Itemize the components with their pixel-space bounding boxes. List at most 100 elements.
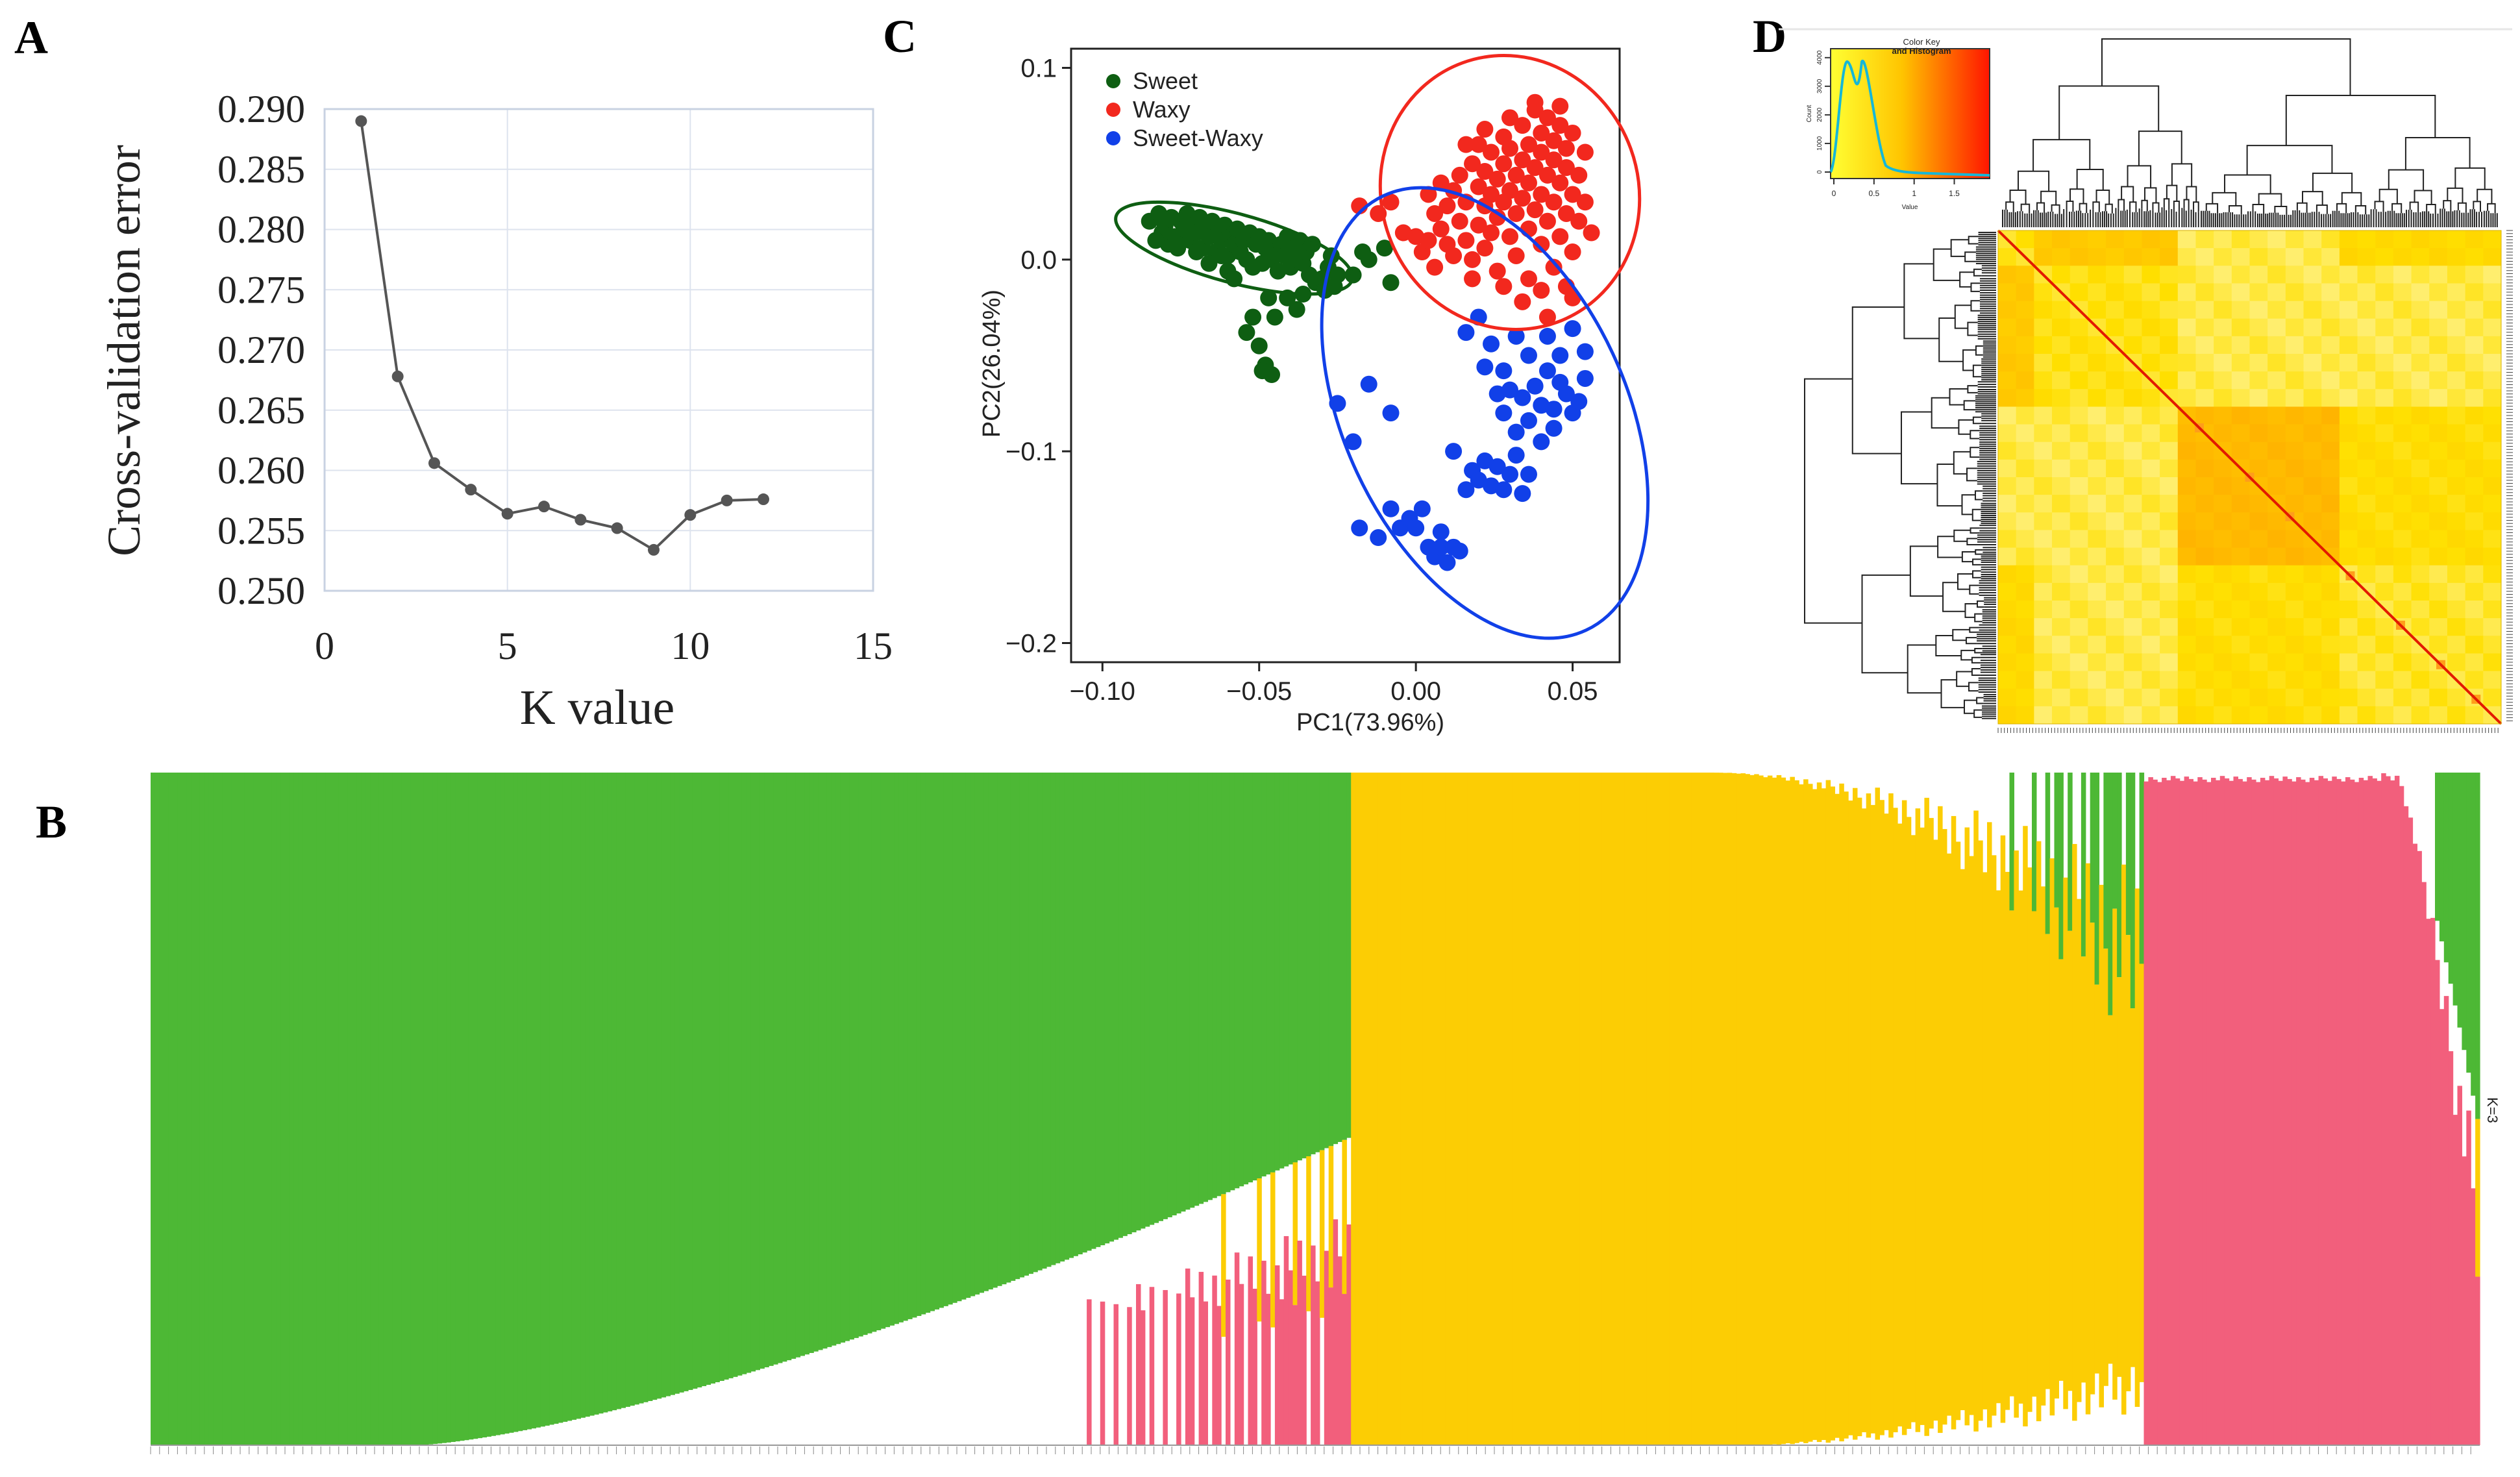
admixture-bar-pink [2408, 817, 2414, 1445]
heatmap-cell [2357, 495, 2376, 513]
admixture-bar-pink [2242, 781, 2247, 1445]
heatmap-cell [2393, 636, 2412, 654]
heatmap-cell [2339, 389, 2358, 407]
heatmap-cell [2106, 530, 2125, 549]
heatmap-cell [2142, 336, 2160, 354]
panel-a-y-tick-label: 0.250 [217, 569, 305, 612]
heatmap-cell [1998, 424, 2017, 443]
admixture-bar-pink [2175, 778, 2180, 1445]
heatmap-cell [2357, 336, 2376, 354]
dendrogram-branch [2391, 203, 2403, 214]
admixture-bar-green [974, 773, 980, 1295]
heatmap-cell [2267, 688, 2286, 707]
heatmap-cell [2339, 406, 2358, 425]
dendrogram-branch [2443, 200, 2452, 212]
heatmap-cell [2069, 389, 2088, 407]
heatmap-cell [2285, 371, 2304, 390]
heatmap-cell [1998, 266, 2017, 284]
heatmap-cell [2393, 336, 2412, 354]
heatmap-cell [2375, 495, 2394, 513]
heatmap-cell [2483, 601, 2502, 619]
admixture-bar-green [934, 773, 939, 1309]
pca-point-waxy [1507, 247, 1525, 264]
admixture-bar-green [750, 773, 756, 1372]
admixture-bar-green [1006, 773, 1011, 1283]
admixture-bar-yellow [1830, 786, 1835, 1441]
heatmap-cell [2321, 618, 2340, 636]
heatmap-cell [2106, 688, 2125, 707]
heatmap-cell [2069, 230, 2088, 249]
heatmap-cell [2052, 477, 2071, 495]
pca-point-waxy [1583, 224, 1600, 242]
panel-a-point [501, 508, 513, 520]
pca-point-waxy [1470, 136, 1487, 153]
color-key-y-tick-label: 4000 [1816, 50, 1823, 65]
heatmap-cell [2088, 459, 2106, 478]
heatmap-cell [2052, 618, 2071, 636]
heatmap-cell [1998, 601, 2017, 619]
admixture-bar-green [912, 773, 917, 1318]
heatmap-cell [2142, 230, 2160, 249]
pca-point-sweet [1213, 247, 1230, 264]
heatmap-cell [2195, 301, 2214, 319]
dendrogram-branch [1960, 649, 1975, 661]
admixture-bar-green [164, 773, 169, 1445]
admixture-bar-green [571, 773, 577, 1420]
heatmap-cell [2123, 406, 2142, 425]
panel-a-point [574, 514, 587, 526]
dendrogram-branch [1963, 400, 1975, 411]
heatmap-cell [2375, 424, 2394, 443]
admixture-bar-green [920, 773, 926, 1315]
admixture-bar-green [1104, 773, 1110, 1244]
heatmap-cell [2231, 495, 2250, 513]
admixture-bar-green [889, 773, 895, 1326]
heatmap-cell [2447, 565, 2466, 584]
heatmap-cell [2088, 424, 2106, 443]
admixture-bar-green [1311, 773, 1316, 1154]
admixture-bar-green [1136, 773, 1141, 1231]
heatmap-cell [2447, 512, 2466, 530]
admixture-bar-yellow [1983, 872, 1988, 1409]
panel-letter-b: B [36, 796, 67, 848]
pca-point-sweet [1354, 243, 1372, 261]
admixture-bar-yellow [1526, 773, 1531, 1445]
heatmap-cell [2214, 582, 2232, 601]
admixture-bar-yellow [1834, 793, 1840, 1438]
heatmap-cell [2106, 283, 2125, 302]
admixture-bar-pink [2426, 919, 2431, 1445]
heatmap-cell [2483, 283, 2502, 302]
heatmap-cell [2195, 477, 2214, 495]
heatmap-cell [2034, 601, 2053, 619]
heatmap-cell [2177, 230, 2196, 249]
admixture-bar-pink [2403, 806, 2409, 1445]
heatmap-cell [2052, 601, 2071, 619]
heatmap-cell [2231, 283, 2250, 302]
heatmap-cell [2088, 671, 2106, 689]
admixture-bar-green [415, 773, 420, 1445]
heatmap-cell [2195, 495, 2214, 513]
heatmap-cell [1998, 565, 2017, 584]
admixture-bar-green [2068, 773, 2073, 931]
heatmap-cell [2160, 653, 2179, 672]
heatmap-cell [2052, 318, 2071, 337]
admixture-bar-green [455, 773, 460, 1442]
panel-c-x-ticks: −0.10 −0.05 0.00 0.05 [1070, 662, 1598, 706]
heatmap-cell [2052, 354, 2071, 372]
admixture-bar-green [549, 773, 554, 1425]
pca-point-waxy [1457, 232, 1475, 249]
admixture-bar-yellow [1879, 800, 1884, 1435]
admixture-bar-yellow [2032, 911, 2037, 1397]
admixture-bar-pink [2251, 779, 2256, 1445]
admixture-bar-yellow [1450, 773, 1455, 1445]
admixture-bar-pink [2148, 777, 2153, 1445]
heatmap-cell [2016, 389, 2034, 407]
dendrogram-branch [2127, 165, 2152, 188]
admixture-bar-pink [2358, 778, 2364, 1445]
heatmap-cell [2285, 477, 2304, 495]
admixture-bar-pink [1311, 1245, 1316, 1445]
heatmap-cell [2303, 266, 2322, 284]
admixture-bar-green [361, 773, 366, 1445]
pca-point-sweet-waxy [1382, 500, 1400, 517]
heatmap-cell [2034, 441, 2053, 460]
pca-point-sweet-waxy [1495, 362, 1513, 380]
